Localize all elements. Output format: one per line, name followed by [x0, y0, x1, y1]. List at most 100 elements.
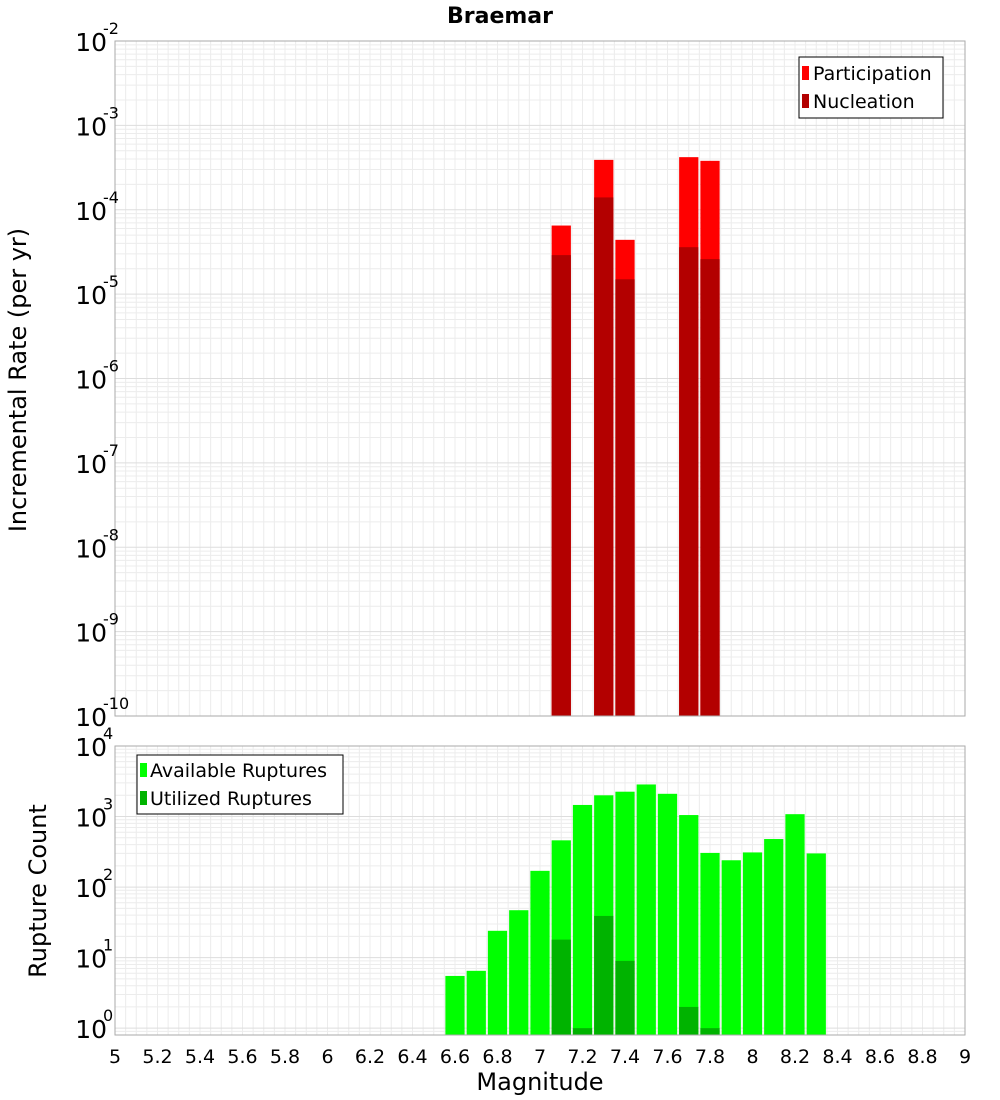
- rate-bar-nucleation: [700, 259, 720, 716]
- x-tick-label: 5.8: [270, 1046, 300, 1068]
- count-bar-available-ruptures: [785, 814, 805, 1035]
- nucleation-swatch: [802, 94, 809, 108]
- rate-y-tick: 10-4: [75, 188, 119, 226]
- rate-bar-nucleation: [594, 197, 614, 717]
- count-y-tick-base: 10: [75, 1015, 107, 1044]
- rate-y-tick: 10-10: [75, 694, 129, 732]
- rate-y-axis-label: Incremental Rate (per yr): [4, 228, 32, 532]
- x-axis-ticks: 5 5.2 5.4 5.6 5.8 6 6.2 6.4 6.6 6.8 7 7.2 7.4 7.6 7.8 8…: [109, 1046, 971, 1068]
- count-bar-available-ruptures: [636, 784, 656, 1035]
- count-y-tick: 104: [75, 724, 113, 762]
- rate-bar-nucleation: [679, 247, 699, 716]
- rate-y-tick-exponent: -7: [103, 441, 119, 460]
- x-tick-label: 9: [959, 1046, 971, 1068]
- count-bar-utilized-ruptures: [700, 1028, 720, 1035]
- count-bar-available-ruptures: [445, 975, 465, 1035]
- rate-y-tick-exponent: -4: [103, 188, 119, 207]
- count-bar-available-ruptures: [764, 839, 784, 1035]
- x-tick-label: 6: [321, 1046, 333, 1068]
- x-tick-label: 8.2: [780, 1046, 810, 1068]
- x-tick-label: 5.2: [142, 1046, 172, 1068]
- x-tick-label: 5.6: [227, 1046, 257, 1068]
- rate-y-tick-exponent: -10: [103, 694, 129, 713]
- count-y-tick-exponent: 1: [103, 936, 113, 955]
- x-tick-label: 6.4: [397, 1046, 427, 1068]
- rate-y-tick: 10-8: [75, 525, 119, 563]
- count-bar-utilized-ruptures: [572, 1028, 593, 1035]
- count-bar-available-ruptures: [679, 815, 699, 1035]
- count-y-tick-base: 10: [75, 874, 107, 903]
- rate-plot-border: [114, 40, 966, 717]
- rate-bar-nucleation: [551, 255, 571, 717]
- count-bar-available-ruptures: [509, 910, 529, 1035]
- count-bar-utilized-ruptures: [679, 1006, 699, 1035]
- rate-bar-nucleation: [615, 279, 635, 716]
- x-tick-label: 7.8: [695, 1046, 725, 1068]
- rate-y-tick-exponent: -3: [103, 103, 119, 122]
- rate-y-tick-exponent: -2: [103, 19, 119, 38]
- utilized-legend-label: Utilized Ruptures: [150, 788, 312, 810]
- rate-y-tick-base: 10: [75, 112, 107, 141]
- rate-bars: [551, 157, 720, 717]
- count-y-tick-exponent: 2: [103, 865, 113, 884]
- rate-y-tick: 10-7: [75, 441, 119, 479]
- rate-legend-box: [798, 56, 944, 119]
- count-y-tick: 102: [75, 865, 113, 903]
- x-tick-label: 6.2: [355, 1046, 385, 1068]
- count-legend: Available Ruptures Utilized Ruptures: [136, 754, 344, 815]
- rate-y-tick-exponent: -9: [103, 610, 119, 629]
- rate-y-tick: 10-5: [75, 272, 119, 310]
- count-y-tick-exponent: 4: [103, 724, 113, 743]
- count-y-tick-exponent: 3: [103, 795, 113, 814]
- count-y-tick-base: 10: [75, 804, 107, 833]
- x-tick-label: 7.6: [652, 1046, 682, 1068]
- count-bar-available-ruptures: [466, 970, 486, 1035]
- available-swatch: [140, 763, 147, 777]
- count-bar-available-ruptures: [806, 853, 826, 1035]
- count-y-tick: 101: [75, 936, 113, 974]
- x-tick-label: 7.4: [610, 1046, 640, 1068]
- count-y-tick-exponent: 0: [103, 1006, 113, 1025]
- x-tick-label: 8: [746, 1046, 758, 1068]
- x-tick-label: 5: [109, 1046, 121, 1068]
- count-bar-available-ruptures: [530, 870, 550, 1035]
- rate-y-tick-base: 10: [75, 703, 107, 732]
- count-legend-box: [136, 754, 344, 815]
- utilized-swatch: [140, 791, 147, 805]
- x-tick-label: 8.6: [865, 1046, 895, 1068]
- rate-y-tick-base: 10: [75, 534, 107, 563]
- count-bar-available-ruptures: [487, 930, 508, 1035]
- count-bar-available-ruptures: [572, 804, 593, 1035]
- rate-y-tick-base: 10: [75, 619, 107, 648]
- count-y-tick: 103: [75, 795, 113, 833]
- count-bar-utilized-ruptures: [594, 915, 614, 1035]
- count-plot-border: [114, 745, 966, 1036]
- rate-y-tick-exponent: -5: [103, 272, 119, 291]
- rate-grid: [115, 41, 965, 716]
- count-bar-utilized-ruptures: [615, 960, 635, 1035]
- count-y-tick-base: 10: [75, 733, 107, 762]
- count-bar-available-ruptures: [742, 852, 763, 1035]
- rate-y-tick: 10-3: [75, 103, 119, 141]
- count-bar-utilized-ruptures: [551, 939, 571, 1035]
- count-bars: [445, 784, 826, 1035]
- rate-y-tick: 10-2: [75, 19, 119, 57]
- participation-legend-label: Participation: [813, 63, 932, 85]
- x-tick-label: 6.8: [482, 1046, 512, 1068]
- count-y-tick-base: 10: [75, 945, 107, 974]
- count-y-tick: 100: [75, 1006, 113, 1044]
- count-bar-available-ruptures: [700, 852, 720, 1035]
- participation-swatch: [802, 66, 809, 80]
- rate-y-tick-base: 10: [75, 281, 107, 310]
- x-tick-label: 8.4: [822, 1046, 852, 1068]
- chart-title: Braemar: [447, 4, 553, 29]
- count-bar-available-ruptures: [721, 860, 741, 1035]
- count-y-axis-label: Rupture Count: [24, 804, 52, 978]
- rate-y-tick-exponent: -8: [103, 525, 119, 544]
- rate-y-tick-base: 10: [75, 197, 107, 226]
- rate-y-tick-base: 10: [75, 28, 107, 57]
- rate-y-tick-base: 10: [75, 450, 107, 479]
